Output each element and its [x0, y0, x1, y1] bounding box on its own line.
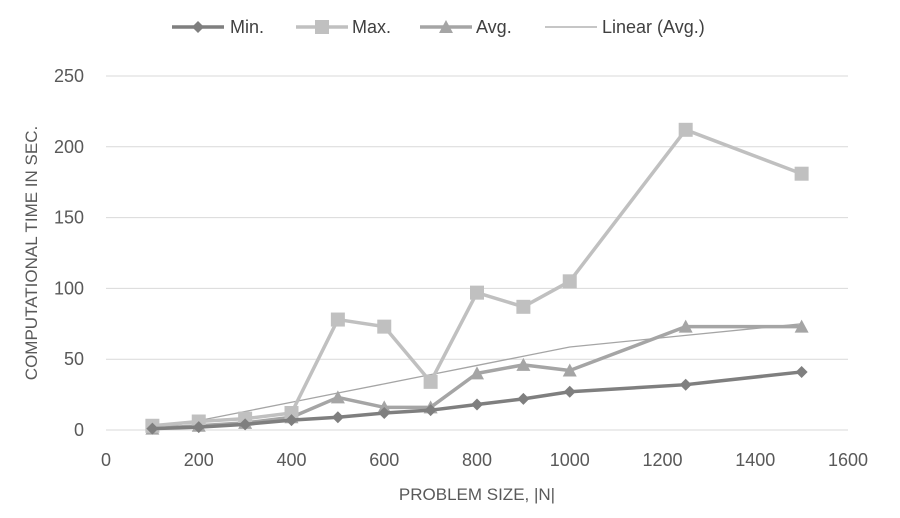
- x-tick-label: 600: [369, 450, 399, 470]
- series-line-max: [152, 128, 803, 428]
- data-point-min: [563, 385, 576, 398]
- legend-label: Min.: [230, 17, 264, 37]
- data-point-avg: [562, 363, 577, 377]
- series-linear-avg: [152, 323, 802, 431]
- legend-marker: [439, 20, 453, 33]
- data-point-avg: [470, 366, 484, 380]
- series-min: [146, 365, 808, 435]
- data-point-min: [331, 411, 344, 424]
- x-tick-label: 0: [101, 450, 111, 470]
- data-point-avg: [377, 400, 392, 414]
- legend-label: Linear (Avg.): [602, 17, 705, 37]
- legend-item-avg: Avg.: [420, 17, 512, 37]
- data-point-min: [471, 398, 483, 411]
- legend: Min. Max. Avg. Linear (Avg.): [172, 17, 705, 37]
- x-tick-label: 800: [462, 450, 492, 470]
- y-axis-title: COMPUTATIONAL TIME IN SEC.: [22, 126, 41, 380]
- x-tick-label: 1000: [550, 450, 590, 470]
- data-point-max: [516, 299, 531, 314]
- data-point-min: [285, 414, 298, 427]
- data-point-min: [795, 365, 808, 378]
- data-point-avg: [330, 390, 345, 404]
- data-point-min: [424, 404, 437, 417]
- series-line-linear-avg: [152, 323, 802, 431]
- x-axis-title: PROBLEM SIZE, |N|: [399, 485, 555, 504]
- x-tick-label: 1600: [828, 450, 868, 470]
- data-point-max: [678, 122, 693, 137]
- legend-item-max: Max.: [296, 17, 391, 37]
- gridlines: [106, 75, 848, 431]
- data-point-min: [239, 418, 252, 431]
- legend-marker: [315, 20, 329, 34]
- data-point-min: [192, 421, 205, 434]
- data-point-min: [517, 392, 530, 405]
- data-point-max: [562, 274, 577, 289]
- data-point-min: [378, 407, 391, 420]
- series-group: [145, 122, 809, 435]
- legend-label: Max.: [352, 17, 391, 37]
- y-tick-label: 0: [74, 420, 84, 440]
- legend-label: Avg.: [476, 17, 512, 37]
- data-point-avg: [678, 319, 693, 333]
- data-point-max: [423, 374, 438, 389]
- y-tick-label: 200: [54, 137, 84, 157]
- data-point-min: [679, 378, 692, 391]
- x-tick-label: 1200: [642, 450, 682, 470]
- legend-marker: [192, 21, 204, 33]
- legend-item-min: Min.: [172, 17, 264, 37]
- y-tick-label: 150: [54, 208, 84, 228]
- y-tick-label: 50: [64, 349, 84, 369]
- data-point-max: [470, 285, 484, 300]
- data-point-max: [377, 319, 392, 334]
- data-point-max: [794, 166, 809, 181]
- y-tick-label: 250: [54, 66, 84, 86]
- series-max: [145, 122, 809, 433]
- x-tick-label: 200: [184, 450, 214, 470]
- legend-item-linear-avg: Linear (Avg.): [545, 17, 705, 37]
- y-axis-ticks: 0 50 100 150 200 250: [54, 66, 84, 440]
- series-line-min: [152, 370, 802, 431]
- data-point-max: [330, 312, 345, 327]
- data-point-min: [146, 422, 159, 435]
- y-tick-label: 100: [54, 278, 84, 298]
- x-tick-label: 1400: [735, 450, 775, 470]
- data-point-avg: [516, 357, 531, 371]
- data-point-avg: [794, 319, 809, 333]
- data-point-max: [284, 406, 299, 421]
- x-axis-ticks: 0 200 400 600 800 1000 1200 1400 1600: [101, 450, 868, 470]
- x-tick-label: 400: [276, 450, 306, 470]
